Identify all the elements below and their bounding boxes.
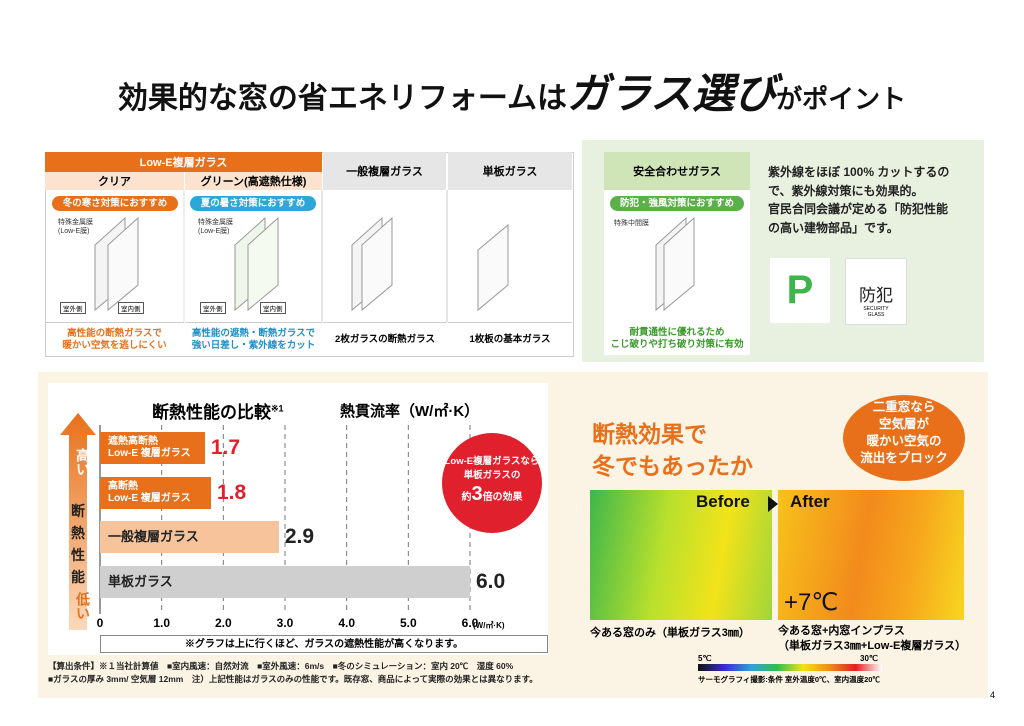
chart-title: 断熱性能の比較※1 — [152, 398, 284, 423]
callout-line: 約3倍の効果 — [442, 483, 542, 506]
value-label: 1.8 — [217, 480, 247, 504]
bubble: 二重窓なら 空気層が 暖かい空気の 流出をブロック — [843, 395, 965, 481]
side-label: 室内側 — [260, 302, 286, 314]
axis-note: ※グラフは上に行くほど、ガラスの遮熱性能が高くなります。 — [100, 635, 548, 653]
category-label: 単板ガラス — [108, 573, 173, 589]
after-label: After — [790, 492, 830, 511]
glass-illustrations — [94, 190, 509, 322]
thermo-caption: 今ある窓のみ（単板ガラス3㎜） — [590, 627, 750, 639]
x-tick-label: 5.0 — [399, 616, 417, 630]
thermo-after — [778, 490, 964, 620]
thermo-caption: 今ある窓+内窓インプラス （単板ガラス3㎜+Low-E複層ガラス） — [778, 625, 967, 652]
callout-text: 倍の効果 — [482, 492, 523, 503]
title-part: がポイント — [776, 84, 907, 114]
film-label: 特殊中間膜 — [614, 220, 649, 227]
category-label: 遮熱高断熱 Low-E 複層ガラス — [108, 436, 191, 459]
arrow-label: 高い — [75, 448, 91, 476]
before-label: Before — [696, 492, 750, 511]
x-tick-label: 3.0 — [276, 616, 294, 630]
bar — [100, 432, 205, 464]
callout: Low-E複層ガラスなら 単板ガラスの 約3倍の効果 — [442, 433, 542, 533]
side-label: 室内側 — [118, 302, 144, 314]
logo-text: 防犯 — [859, 286, 893, 305]
x-tick-label: 0 — [96, 616, 104, 630]
category-label: 一般複層ガラス — [108, 529, 199, 544]
arrow — [60, 413, 96, 630]
page-number: 4 — [990, 690, 996, 700]
security-logo: 防犯 SECURITY GLASS — [845, 258, 907, 325]
x-tick-label: 2.0 — [214, 616, 232, 630]
bar — [100, 476, 211, 509]
caption: 1枚板の基本ガラス — [448, 322, 572, 356]
column-header: 一般複層ガラス — [323, 152, 446, 190]
color-scale — [698, 664, 882, 671]
side-label: 室外側 — [200, 302, 226, 314]
callout-text: 約 — [461, 492, 472, 503]
cp-logo: P — [770, 258, 830, 323]
arrow-label: 低い — [75, 592, 91, 620]
side-label: 室外側 — [60, 302, 86, 314]
title-emphasis: ガラス選び — [566, 70, 777, 117]
column-header: クリア — [45, 172, 185, 190]
tag: 防犯・強風対策におすすめ — [610, 196, 744, 211]
note: ■ガラスの厚み 3mm/ 空気層 12mm 注）上記性能はガラスのみの性能です。… — [48, 674, 538, 684]
chart-title-text: 断熱性能の比較 — [152, 403, 271, 422]
x-tick-label: 4.0 — [338, 616, 355, 630]
column-header: 単板ガラス — [448, 152, 572, 190]
chart-title-note: ※1 — [271, 403, 284, 414]
arrow-right — [768, 496, 778, 512]
group-header: Low-E複層ガラス — [45, 152, 322, 172]
bar — [100, 521, 279, 553]
tag: 冬の寒さ対策におすすめ — [52, 196, 178, 211]
x-tick-label: 6.0 — [461, 616, 479, 630]
chart-subtitle: 熱貫流率（W/㎡·K） — [340, 403, 480, 420]
bar — [100, 565, 470, 598]
callout-number: 3 — [471, 483, 483, 505]
scale-label: 5℃ — [698, 654, 712, 663]
scale-label: 30℃ — [860, 654, 878, 663]
caption: 耐貫通性に優れるため こじ破りや打ち破り対策に有効 — [610, 326, 744, 350]
x-unit: (W/㎡·K) — [473, 621, 505, 630]
callout-text: Low-E複層ガラスなら 単板ガラスの — [444, 456, 540, 481]
category-label: 高断熱 Low-E 複層ガラス — [108, 480, 191, 504]
value-label: 6.0 — [476, 569, 506, 593]
value-label: 1.7 — [210, 436, 241, 459]
x-tick-label: 1.0 — [153, 616, 170, 630]
scale-note: サーモグラフィ撮影:条件 室外温度0℃、室内温度20℃ — [698, 675, 880, 684]
arrow-label: 断熱 性能 — [71, 503, 85, 585]
thermo-headline: 断熱効果で 冬でもあったか — [592, 421, 753, 479]
film-label: 特殊金属膜 (Low-E膜) — [198, 219, 233, 235]
value-label: 2.9 — [284, 525, 315, 548]
logo-sub: SECURITY GLASS — [863, 306, 889, 318]
delta: +7℃ — [784, 589, 839, 616]
tag: 夏の暑さ対策におすすめ — [190, 196, 316, 211]
caption: 高性能の遮熱・断熱ガラスで 強い日差し・紫外線をカット — [185, 322, 322, 356]
title: 効果的な窓の省エネリフォームはガラス選びがポイント — [0, 60, 1024, 121]
note: 【算出条件】※１当社計算値 ■室内風速：自然対流 ■室外風速：6m/s ■冬のシ… — [48, 661, 514, 671]
safety-illustration — [655, 216, 695, 312]
title-part: 効果的な窓の省エネリフォームは — [117, 82, 567, 115]
column-header: グリーン(高遮熱仕様) — [185, 172, 322, 190]
safety-text: 紫外線をほぼ 100% カットするの で、紫外線対策にも効果的。 官民合同会議が… — [768, 165, 950, 235]
thermo-before — [590, 490, 772, 620]
caption: 2枚ガラスの断熱ガラス — [323, 322, 447, 356]
caption: 高性能の断熱ガラスで 暖かい空気を逃しにくい — [45, 322, 184, 356]
film-label: 特殊金属膜 (Low-E膜) — [58, 219, 93, 235]
safety-header: 安全合わせガラス — [604, 152, 750, 190]
